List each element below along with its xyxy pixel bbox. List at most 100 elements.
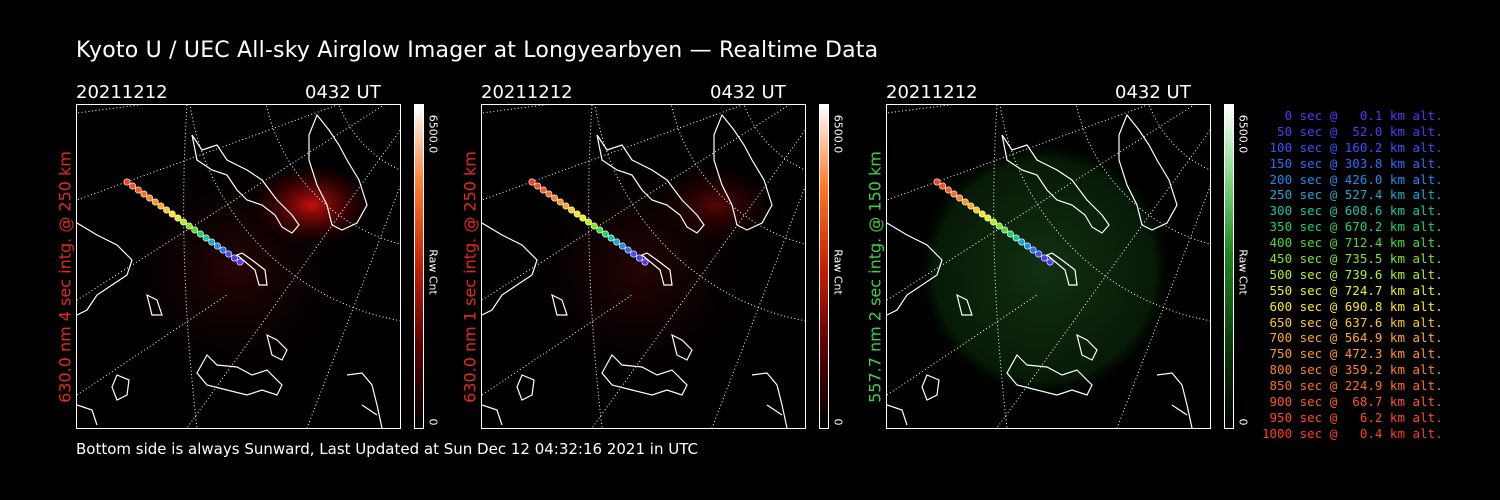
trajectory-marker xyxy=(944,186,952,194)
colorbar xyxy=(1224,104,1234,429)
panel-wavelength-label: 630.0 nm 1 sec intg. @ 250 km xyxy=(460,151,480,403)
trajectory-marker xyxy=(151,198,159,206)
trajectory-marker xyxy=(967,202,975,210)
page-title: Kyoto U / UEC All-sky Airglow Imager at … xyxy=(76,38,879,63)
trajectory-marker xyxy=(635,254,643,262)
trajectory-marker xyxy=(585,218,593,226)
colorbar xyxy=(819,104,829,429)
legend-row: 850 sec @ 224.9 km alt. xyxy=(1262,378,1443,394)
trajectory-marker xyxy=(534,182,542,190)
trajectory-marker xyxy=(950,190,958,198)
colorbar-unit-label: Raw Cnt xyxy=(1236,249,1250,295)
trajectory-marker xyxy=(613,238,621,246)
trajectory-marker xyxy=(1023,242,1031,250)
trajectory-marker xyxy=(1012,234,1020,242)
legend-row: 200 sec @ 426.0 km alt. xyxy=(1262,171,1443,187)
trajectory-marker xyxy=(539,186,547,194)
trajectory-marker xyxy=(134,186,142,194)
trajectory-marker xyxy=(990,218,998,226)
trajectory-marker xyxy=(590,222,598,230)
legend-row: 150 sec @ 303.8 km alt. xyxy=(1262,155,1443,171)
legend-row: 700 sec @ 564.9 km alt. xyxy=(1262,330,1443,346)
trajectory-marker xyxy=(579,214,587,222)
colorbar-max-label: 6500.0 xyxy=(831,114,845,154)
airglow-image xyxy=(76,104,401,429)
trajectory-marker xyxy=(551,194,559,202)
trajectory-legend: 0 sec @ 0.1 km alt. 50 sec @ 52.0 km alt… xyxy=(1262,108,1443,442)
trajectory-marker xyxy=(185,222,193,230)
imager-panel-1: 20211212 0432 UT 630.0 nm 4 sec intg. @ 25… xyxy=(56,82,486,432)
trajectory-marker xyxy=(174,214,182,222)
legend-row: 0 sec @ 0.1 km alt. xyxy=(1262,108,1443,123)
trajectory-marker xyxy=(562,202,570,210)
panel-date: 20211212 xyxy=(481,82,573,103)
legend-row: 550 sec @ 724.7 km alt. xyxy=(1262,282,1443,298)
trajectory-marker xyxy=(601,230,609,238)
trajectory-marker xyxy=(596,226,604,234)
trajectory-marker xyxy=(568,206,576,214)
trajectory-marker xyxy=(168,210,176,218)
trajectory-marker xyxy=(607,234,615,242)
colorbar xyxy=(414,104,424,429)
trajectory-marker xyxy=(140,190,148,198)
legend-row: 500 sec @ 739.6 km alt. xyxy=(1262,266,1443,282)
trajectory-marker xyxy=(202,234,210,242)
trajectory-marker xyxy=(129,182,137,190)
airglow-image xyxy=(886,104,1211,429)
panel-time: 0432 UT xyxy=(305,82,381,103)
trajectory-marker xyxy=(123,178,131,186)
legend-row: 400 sec @ 712.4 km alt. xyxy=(1262,235,1443,251)
trajectory-marker xyxy=(225,250,233,258)
colorbar-unit-label: Raw Cnt xyxy=(426,249,440,295)
trajectory-marker xyxy=(1029,246,1037,254)
trajectory-marker xyxy=(1046,258,1054,266)
trajectory-marker xyxy=(939,182,947,190)
footer-status: Bottom side is always Sunward, Last Upda… xyxy=(76,440,698,458)
trajectory-marker xyxy=(157,202,165,210)
trajectory-marker xyxy=(973,206,981,214)
trajectory-marker xyxy=(1006,230,1014,238)
trajectory-marker xyxy=(984,214,992,222)
trajectory-marker xyxy=(180,218,188,226)
panel-date: 20211212 xyxy=(886,82,978,103)
trajectory-marker xyxy=(641,258,649,266)
trajectory-marker xyxy=(230,254,238,262)
legend-row: 900 sec @ 68.7 km alt. xyxy=(1262,394,1443,410)
colorbar-max-label: 6500.0 xyxy=(1236,114,1250,154)
trajectory-marker xyxy=(1040,254,1048,262)
trajectory-marker xyxy=(556,198,564,206)
legend-row: 800 sec @ 359.2 km alt. xyxy=(1262,362,1443,378)
trajectory-marker xyxy=(1001,226,1009,234)
panel-wavelength-label: 557.7 nm 2 sec intg. @ 150 km xyxy=(865,151,885,403)
legend-row: 600 sec @ 690.8 km alt. xyxy=(1262,298,1443,314)
panel-date: 20211212 xyxy=(76,82,168,103)
legend-row: 100 sec @ 160.2 km alt. xyxy=(1262,139,1443,155)
trajectory-marker xyxy=(236,258,244,266)
colorbar-min-label: 0 xyxy=(831,418,845,426)
legend-row: 950 sec @ 6.2 km alt. xyxy=(1262,409,1443,425)
airglow-image xyxy=(481,104,806,429)
legend-row: 350 sec @ 670.2 km alt. xyxy=(1262,219,1443,235)
trajectory-marker xyxy=(933,178,941,186)
colorbar-unit-label: Raw Cnt xyxy=(831,249,845,295)
trajectory-marker xyxy=(630,250,638,258)
trajectory-marker xyxy=(213,242,221,250)
legend-row: 300 sec @ 608.6 km alt. xyxy=(1262,203,1443,219)
legend-row: 1000 sec @ 0.4 km alt. xyxy=(1262,425,1443,441)
trajectory-marker xyxy=(956,194,964,202)
trajectory-marker xyxy=(528,178,536,186)
legend-row: 450 sec @ 735.5 km alt. xyxy=(1262,251,1443,267)
imager-panel-3: 20211212 0432 UT 557.7 nm 2 sec intg. @ 15… xyxy=(866,82,1296,432)
trajectory-marker xyxy=(618,242,626,250)
trajectory-marker xyxy=(624,246,632,254)
trajectory-marker xyxy=(978,210,986,218)
trajectory-marker xyxy=(196,230,204,238)
trajectory-marker xyxy=(961,198,969,206)
legend-row: 650 sec @ 637.6 km alt. xyxy=(1262,314,1443,330)
trajectory-marker xyxy=(191,226,199,234)
legend-row: 250 sec @ 527.4 km alt. xyxy=(1262,187,1443,203)
trajectory-marker xyxy=(545,190,553,198)
panel-time: 0432 UT xyxy=(1115,82,1191,103)
colorbar-max-label: 6500.0 xyxy=(426,114,440,154)
imager-panel-2: 20211212 0432 UT 630.0 nm 1 sec intg. @ 25… xyxy=(461,82,891,432)
